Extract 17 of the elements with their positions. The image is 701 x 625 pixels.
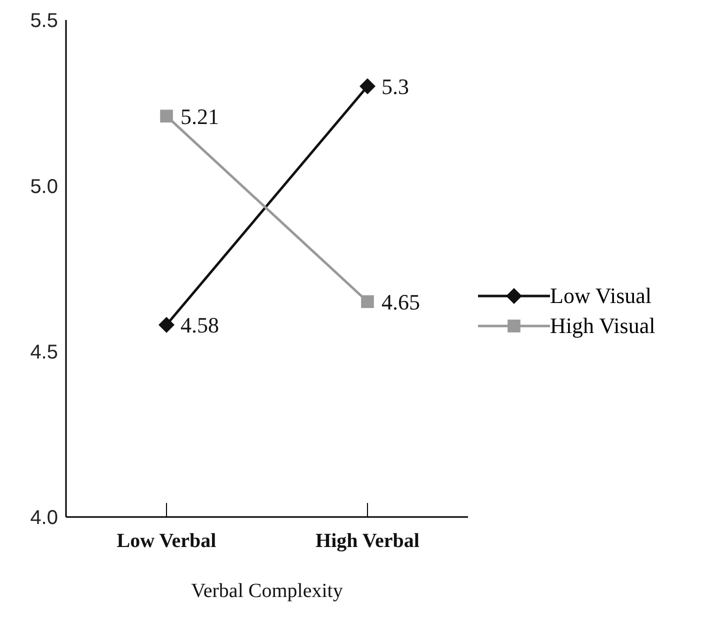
point: [360, 78, 376, 94]
data-label: 4.58: [180, 312, 219, 338]
legend-label: High Visual: [550, 312, 656, 338]
data-label: 5.21: [180, 104, 219, 129]
y-tick-label: 5.0: [30, 176, 58, 198]
x-axis-title: Verbal Complexity: [191, 580, 343, 602]
y-tick-label: 5.5: [30, 10, 58, 32]
point: [160, 110, 173, 122]
point: [361, 295, 374, 308]
data-label: 5.3: [382, 74, 409, 100]
data-label: 4.65: [382, 289, 420, 314]
x-tick-label: Low Verbal: [116, 530, 217, 552]
x-tick-label: High Verbal: [316, 530, 420, 552]
y-tick-label: 4.5: [30, 341, 58, 364]
y-tick-label: 4.0: [30, 507, 58, 530]
point: [158, 316, 174, 333]
legend-label: Low Visual: [550, 282, 652, 308]
